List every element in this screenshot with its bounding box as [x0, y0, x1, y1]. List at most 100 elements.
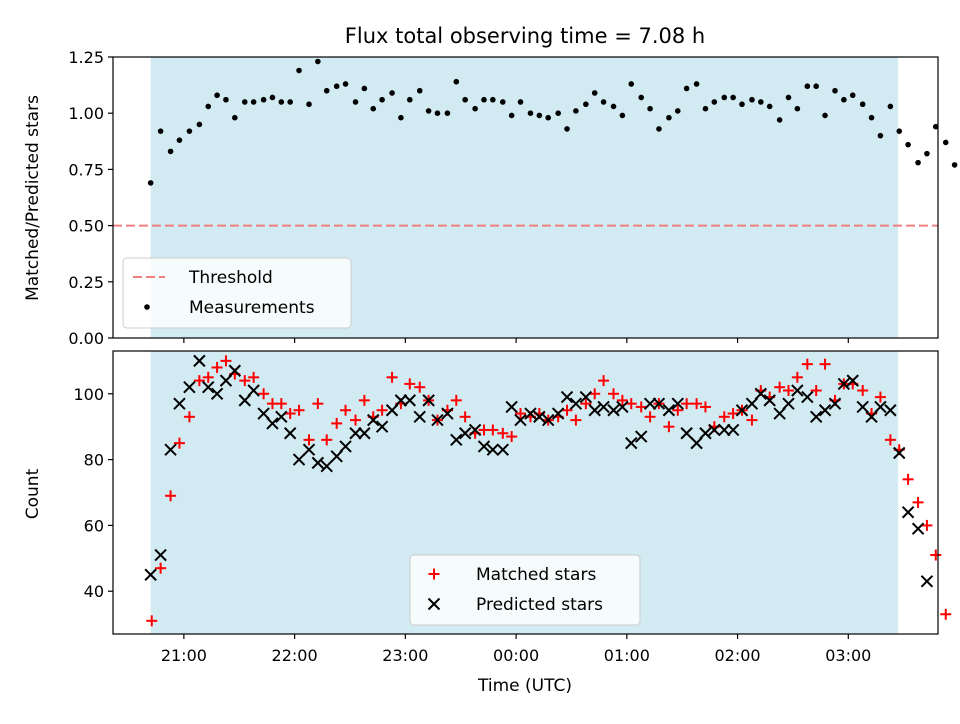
data-point: [414, 381, 426, 393]
legend-marker: [144, 304, 150, 310]
marker-stroke: [441, 407, 454, 420]
x-tick-label: 22:00: [272, 646, 318, 665]
y-tick-label: 80: [84, 451, 104, 470]
data-point: [887, 103, 894, 110]
y-tick-label: 1.25: [68, 48, 104, 67]
data-point: [874, 391, 886, 403]
x-tick-label: 00:00: [493, 646, 539, 665]
data-point: [691, 398, 703, 410]
data-point: [342, 81, 349, 87]
data-point: [385, 404, 399, 417]
marker-stroke: [154, 548, 167, 562]
data-point: [352, 99, 359, 105]
data-point: [804, 83, 811, 90]
bottom-panel: 21:00 22:00 23:00 00:00 01:00 02:00 03:00 40 60 8…: [73, 350, 952, 665]
x-tick-label: 02:00: [715, 646, 761, 665]
top-y-axis-label: Matched/Predicted stars: [23, 95, 43, 301]
data-point: [616, 400, 629, 414]
data-point: [801, 358, 813, 370]
data-point: [536, 112, 543, 119]
data-point: [940, 608, 952, 620]
axes-frame: [112, 56, 939, 339]
data-point: [214, 92, 220, 99]
data-point: [287, 99, 293, 105]
data-point: [515, 408, 527, 420]
data-point: [450, 433, 463, 447]
data-point: [591, 90, 598, 96]
data-point: [176, 137, 183, 143]
data-point: [358, 427, 371, 440]
data-point: [239, 375, 251, 387]
marker-stroke: [375, 420, 389, 433]
data-point: [533, 410, 546, 424]
marker-stroke: [893, 446, 906, 460]
data-point: [905, 141, 911, 148]
marker-stroke: [238, 394, 251, 407]
data-point: [589, 388, 601, 400]
data-point: [275, 398, 287, 410]
data-point: [173, 397, 186, 410]
data-point: [472, 105, 478, 112]
data-point: [754, 387, 768, 400]
y-tick-label: 0.50: [68, 217, 104, 236]
data-point: [801, 390, 814, 404]
marker-stroke: [320, 459, 333, 473]
data-point: [791, 371, 803, 383]
data-point: [924, 150, 930, 157]
marker-stroke: [773, 407, 786, 420]
data-point: [643, 397, 657, 410]
marker-stroke: [607, 404, 620, 417]
data-point: [681, 398, 693, 410]
data-point: [693, 81, 700, 87]
data-point: [431, 413, 444, 427]
data-point: [749, 96, 755, 103]
y-tick-label: 0.75: [68, 160, 104, 179]
data-point: [468, 423, 482, 437]
data-point: [915, 159, 921, 166]
marker-stroke: [726, 423, 740, 437]
data-point: [810, 384, 822, 396]
data-point: [228, 364, 242, 377]
data-point: [506, 431, 518, 443]
data-point: [791, 384, 804, 397]
marker-stroke: [458, 427, 472, 440]
x-tick-label: 21:00: [161, 646, 207, 665]
data-point: [745, 397, 759, 410]
marker-stroke: [616, 400, 629, 414]
marker-stroke: [292, 453, 306, 466]
data-point: [232, 114, 238, 121]
data-point: [930, 549, 942, 561]
data-point: [389, 90, 395, 96]
data-point: [517, 99, 524, 105]
legend-label: Threshold: [188, 268, 273, 288]
marker-stroke: [735, 404, 749, 417]
marker-stroke: [164, 443, 177, 456]
legend-label: Matched stars: [476, 565, 596, 585]
data-point: [893, 446, 906, 460]
marker-stroke: [690, 436, 703, 450]
legend-marker: [427, 597, 441, 611]
marker-stroke: [524, 407, 537, 420]
data-point: [302, 443, 316, 456]
marker-stroke: [801, 390, 814, 404]
data-point: [462, 96, 468, 103]
data-point: [610, 103, 617, 110]
data-point: [656, 126, 662, 132]
marker-stroke: [699, 427, 712, 440]
data-point: [619, 112, 626, 119]
marker-stroke: [920, 575, 934, 588]
data-point: [173, 437, 185, 449]
marker-stroke: [718, 423, 731, 437]
data-point: [942, 139, 949, 146]
data-point: [580, 398, 592, 410]
marker-stroke: [339, 440, 352, 453]
data-point: [726, 423, 740, 437]
legend-box: [122, 257, 352, 329]
data-point: [183, 380, 196, 394]
data-point: [293, 404, 305, 416]
legend-box: [409, 554, 641, 626]
legend-label: Measurements: [189, 298, 315, 318]
data-point: [583, 101, 589, 108]
marker-stroke: [856, 400, 869, 414]
